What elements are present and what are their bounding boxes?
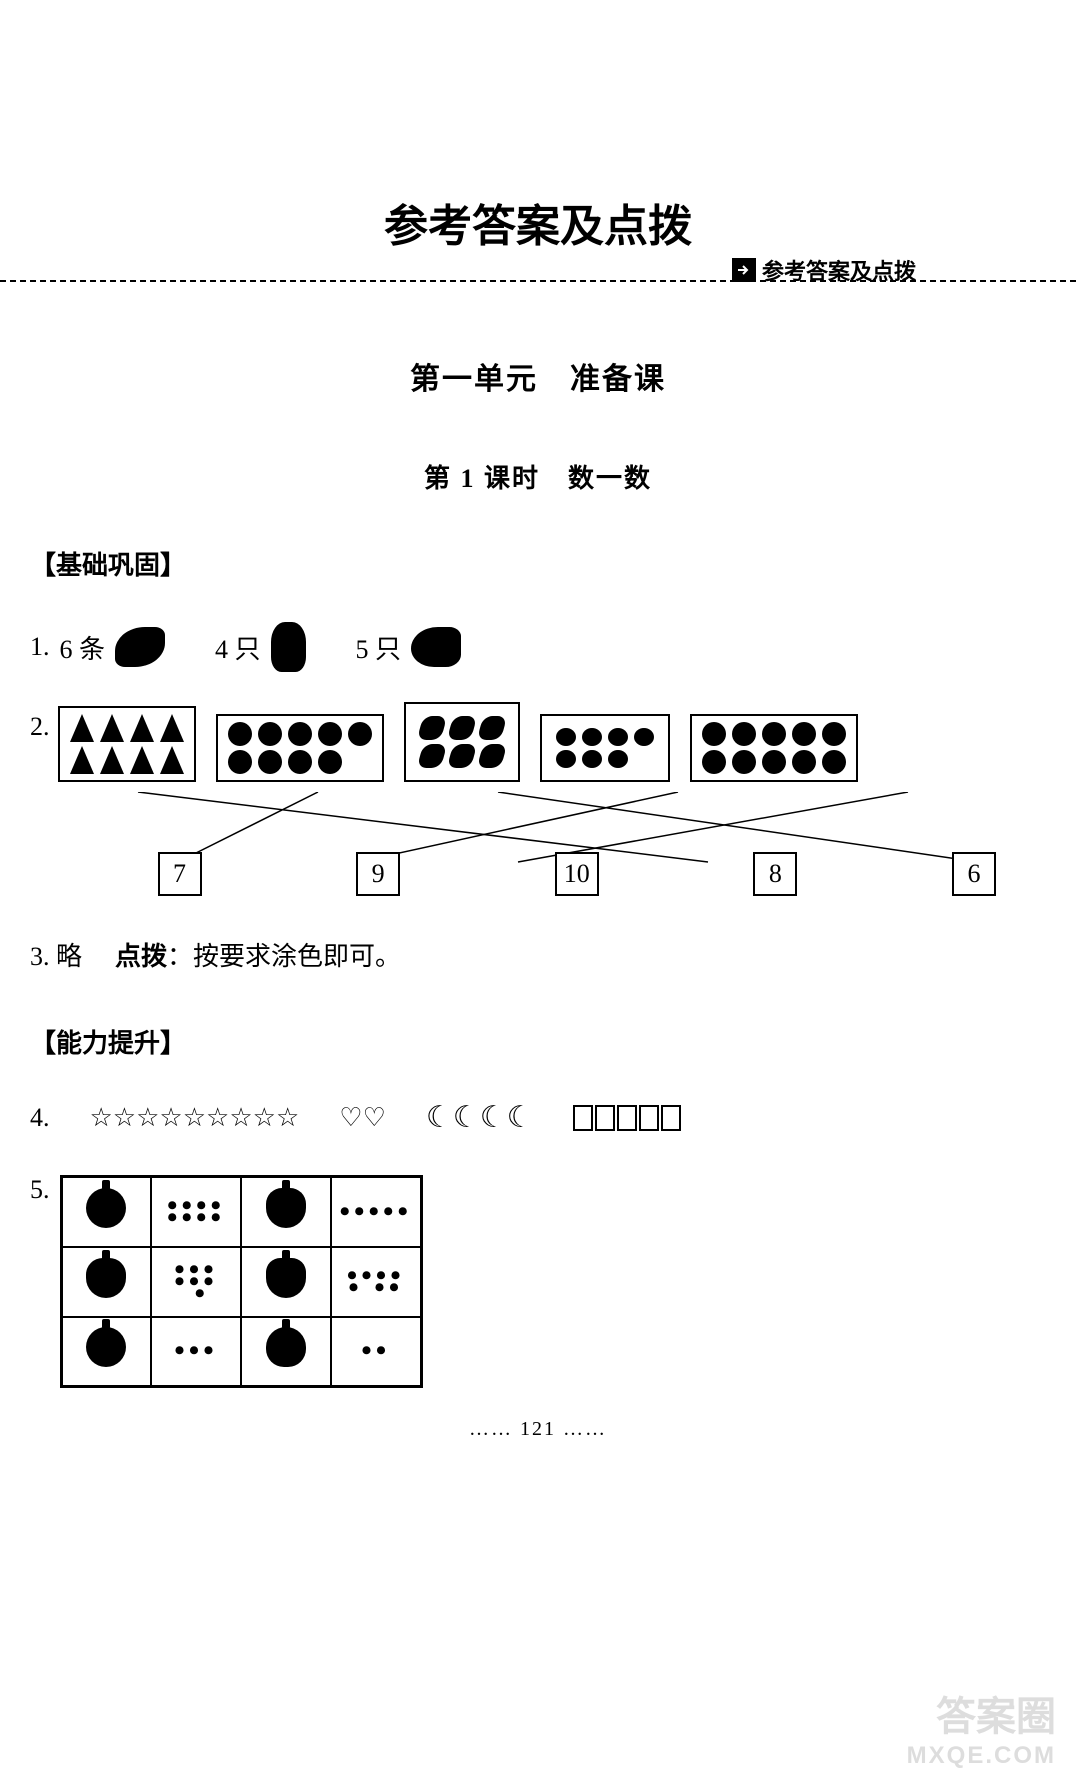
q4-stars: ☆☆☆☆☆☆☆☆☆ <box>90 1103 300 1133</box>
question-5: 5. •••••••• ••••• •••••• • ••••• •• ••• … <box>30 1175 1046 1388</box>
peach-icon <box>266 1327 306 1367</box>
dots-cell: •• <box>331 1317 421 1387</box>
dots-cell: ••••• <box>331 1177 421 1247</box>
dots-cell: •••••• • <box>151 1247 241 1317</box>
lesson-title: 第 1 课时 数一数 <box>30 458 1046 495</box>
header-text: 参考答案及点拨 <box>762 254 916 286</box>
question-4: 4. ☆☆☆☆☆☆☆☆☆ ♡♡ ☾☾☾☾ <box>30 1100 1046 1135</box>
watermark-bottom: MXQE.COM <box>907 1742 1056 1770</box>
fish-icon <box>115 627 165 667</box>
q5-num: 5. <box>30 1175 50 1205</box>
orange-icon <box>86 1327 126 1367</box>
q2-num-2: 10 <box>555 852 599 896</box>
pineapple-icon <box>266 1188 306 1228</box>
table-row: ••• •• <box>61 1317 421 1387</box>
fruit-cell <box>61 1177 151 1247</box>
fruit-cell <box>241 1317 331 1387</box>
q4-num: 4. <box>30 1103 50 1133</box>
fruit-cell <box>241 1177 331 1247</box>
q2-box-3 <box>540 714 670 782</box>
fruit-cell <box>61 1317 151 1387</box>
q2-num-4: 6 <box>952 852 996 896</box>
q2-box-1 <box>216 714 384 782</box>
q2-num-3: 8 <box>753 852 797 896</box>
q2-num-1: 9 <box>356 852 400 896</box>
lobster-icon <box>271 622 306 672</box>
q4-hearts: ♡♡ <box>339 1103 386 1133</box>
question-1: 1. 6 条 4 只 5 只 <box>30 622 1046 672</box>
unit-title: 第一单元 准备课 <box>30 354 1046 398</box>
q2-box-4 <box>690 714 858 782</box>
table-row: •••••• • ••••• •• <box>61 1247 421 1317</box>
q2-num: 2. <box>30 702 50 742</box>
apple-icon <box>86 1188 126 1228</box>
q2-box-0 <box>58 706 196 782</box>
dots-cell: •••••••• <box>151 1177 241 1247</box>
q1-part-0: 6 条 <box>60 629 106 666</box>
q2-boxes <box>58 702 1047 782</box>
dots-cell: ••• <box>151 1317 241 1387</box>
q3-answer: 略 <box>56 942 82 971</box>
q1-num: 1. <box>30 632 50 662</box>
watermark-top: 答案圈 <box>907 1684 1056 1742</box>
question-3: 3. 略 点拨：按要求涂色即可。 <box>30 936 1046 973</box>
q3-num: 3. <box>30 942 50 971</box>
fruit-cell <box>241 1247 331 1317</box>
q3-hint-label: 点拨 <box>115 942 167 971</box>
watermark: 答案圈 MXQE.COM <box>907 1684 1056 1770</box>
question-2: 2. <box>30 702 1046 896</box>
page-number: …… 121 …… <box>30 1418 1046 1441</box>
q3-hint: ：按要求涂色即可。 <box>167 942 401 971</box>
main-title: 参考答案及点拨 <box>30 190 1046 254</box>
fruit-cell <box>61 1247 151 1317</box>
section-ability: 【能力提升】 <box>30 1023 1046 1060</box>
dots-cell: ••••• •• <box>331 1247 421 1317</box>
dolphin-icon <box>411 627 461 667</box>
table-row: •••••••• ••••• <box>61 1177 421 1247</box>
q1-part-1: 4 只 <box>215 629 261 666</box>
q4-moons: ☾☾☾☾ <box>426 1100 534 1135</box>
arrow-icon <box>732 258 756 282</box>
q5-table: •••••••• ••••• •••••• • ••••• •• ••• •• <box>60 1175 423 1388</box>
pear-icon <box>86 1258 126 1298</box>
q2-content: 7 9 10 8 6 <box>58 702 1047 896</box>
q2-box-2 <box>404 702 520 782</box>
strawberry-icon <box>266 1258 306 1298</box>
q4-squares <box>573 1105 681 1131</box>
q1-part-2: 5 只 <box>356 629 402 666</box>
q2-num-0: 7 <box>158 852 202 896</box>
section-basic: 【基础巩固】 <box>30 545 1046 582</box>
header-label: 参考答案及点拨 <box>732 254 916 286</box>
